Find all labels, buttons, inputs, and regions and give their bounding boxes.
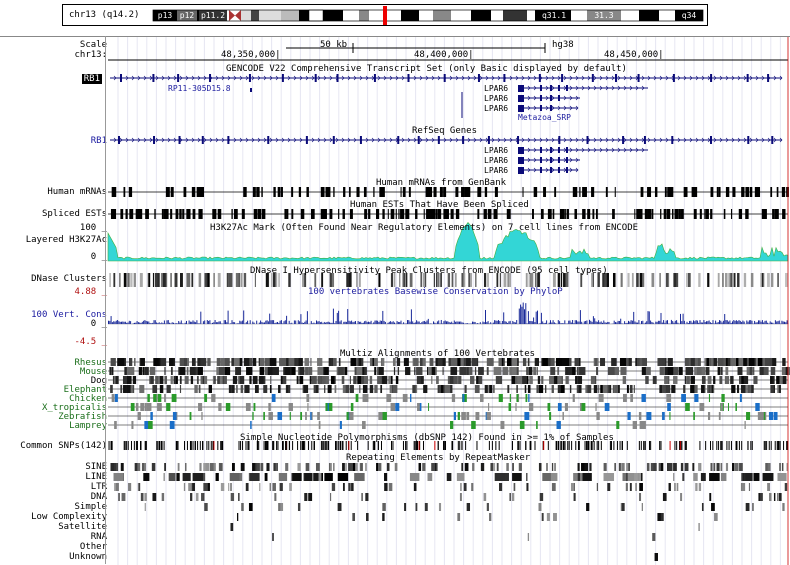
refseq-track-title[interactable]: RefSeq Genes xyxy=(412,126,477,136)
ruler-scale-label: Scale xyxy=(80,40,107,50)
snp-track-title[interactable]: Simple Nucleotide Polymorphisms (dbSNP 1… xyxy=(240,433,614,443)
ruler-chrom-label: chr13: xyxy=(74,50,107,60)
multiz-track-title[interactable]: Multiz Alignments of 100 Vertebrates xyxy=(340,349,535,359)
chromosome-ideogram[interactable]: chr13 (q14.2) p13 p12 p11.2 q31.1 31.3 q… xyxy=(62,4,708,26)
ruler-tick: 48,450,000| xyxy=(604,50,664,60)
cons-track-title[interactable]: 100 vertebrates Basewise Conservation by… xyxy=(308,287,563,297)
est-track-title[interactable]: Human ESTs That Have Been Spliced xyxy=(350,200,529,210)
h3k-track-title[interactable]: H3K27Ac Mark (Often Found Near Regulator… xyxy=(210,223,638,233)
ruler-assembly: hg38 xyxy=(552,40,574,50)
h3k-track-label[interactable]: Layered H3K27Ac xyxy=(26,235,107,245)
gencode-track-title[interactable]: GENCODE V22 Comprehensive Transcript Set… xyxy=(226,64,627,74)
refseq-gene-lpar6[interactable]: LPAR6 xyxy=(484,146,508,155)
est-track-label[interactable]: Spliced ESTs xyxy=(42,209,107,219)
rmsk-class-label[interactable]: SINE xyxy=(85,462,107,472)
gencode-gene-rb1[interactable]: RB1 xyxy=(82,74,102,84)
rmsk-class-label[interactable]: Simple xyxy=(74,502,107,512)
rmsk-class-label[interactable]: Other xyxy=(80,542,107,552)
dnase-track-title[interactable]: DNase I Hypersensitivity Peak Clusters f… xyxy=(250,266,608,276)
refseq-gene-lpar6[interactable]: LPAR6 xyxy=(484,156,508,165)
rmsk-class-label[interactable]: LINE xyxy=(85,472,107,482)
cons-max-label: 4.88 _ xyxy=(74,287,107,297)
rmsk-class-label[interactable]: Satellite xyxy=(58,522,107,532)
gencode-metazoa-srp[interactable]: Metazoa_SRP xyxy=(518,113,571,122)
gencode-gene-lpar6[interactable]: LPAR6 xyxy=(484,94,508,103)
species-label[interactable]: Lamprey xyxy=(69,421,107,431)
gencode-gene-lpar6[interactable]: LPAR6 xyxy=(484,84,508,93)
mrna-track-title[interactable]: Human mRNAs from GenBank xyxy=(376,178,506,188)
h3k-max-label: 100 _ xyxy=(80,223,107,233)
gencode-gene-lpar6[interactable]: LPAR6 xyxy=(484,104,508,113)
genome-browser-tracks[interactable]: Scale chr13: 50 kb hg38 48,350,000| 48,4… xyxy=(0,36,790,565)
ideogram-band-label: q31.1 xyxy=(537,10,571,21)
rmsk-class-label[interactable]: Low Complexity xyxy=(31,512,107,522)
rmsk-class-label[interactable]: Unknown xyxy=(69,552,107,562)
ruler-scale-bar-label: 50 kb xyxy=(320,40,347,50)
label-panel-divider xyxy=(105,36,106,564)
refseq-gene-lpar6[interactable]: LPAR6 xyxy=(484,166,508,175)
ruler-tick: 48,350,000| xyxy=(221,50,281,60)
ruler-tick: 48,400,000| xyxy=(414,50,474,60)
dnase-track-label[interactable]: DNase Clusters xyxy=(31,274,107,284)
mrna-track-label[interactable]: Human mRNAs xyxy=(47,187,107,197)
rmsk-track-title[interactable]: Repeating Elements by RepeatMasker xyxy=(346,453,530,463)
track-graphics xyxy=(0,37,790,565)
ideogram-band-label: 31.3 xyxy=(587,10,621,21)
cons-min-label: -4.5 _ xyxy=(74,337,107,347)
snp-track-label[interactable]: Common SNPs(142) xyxy=(20,441,107,451)
ideogram-band-label: q34 xyxy=(675,10,703,21)
ideogram-position-marker[interactable] xyxy=(383,6,387,25)
gencode-lnc-gene[interactable]: RP11-305D15.8 xyxy=(168,84,231,93)
